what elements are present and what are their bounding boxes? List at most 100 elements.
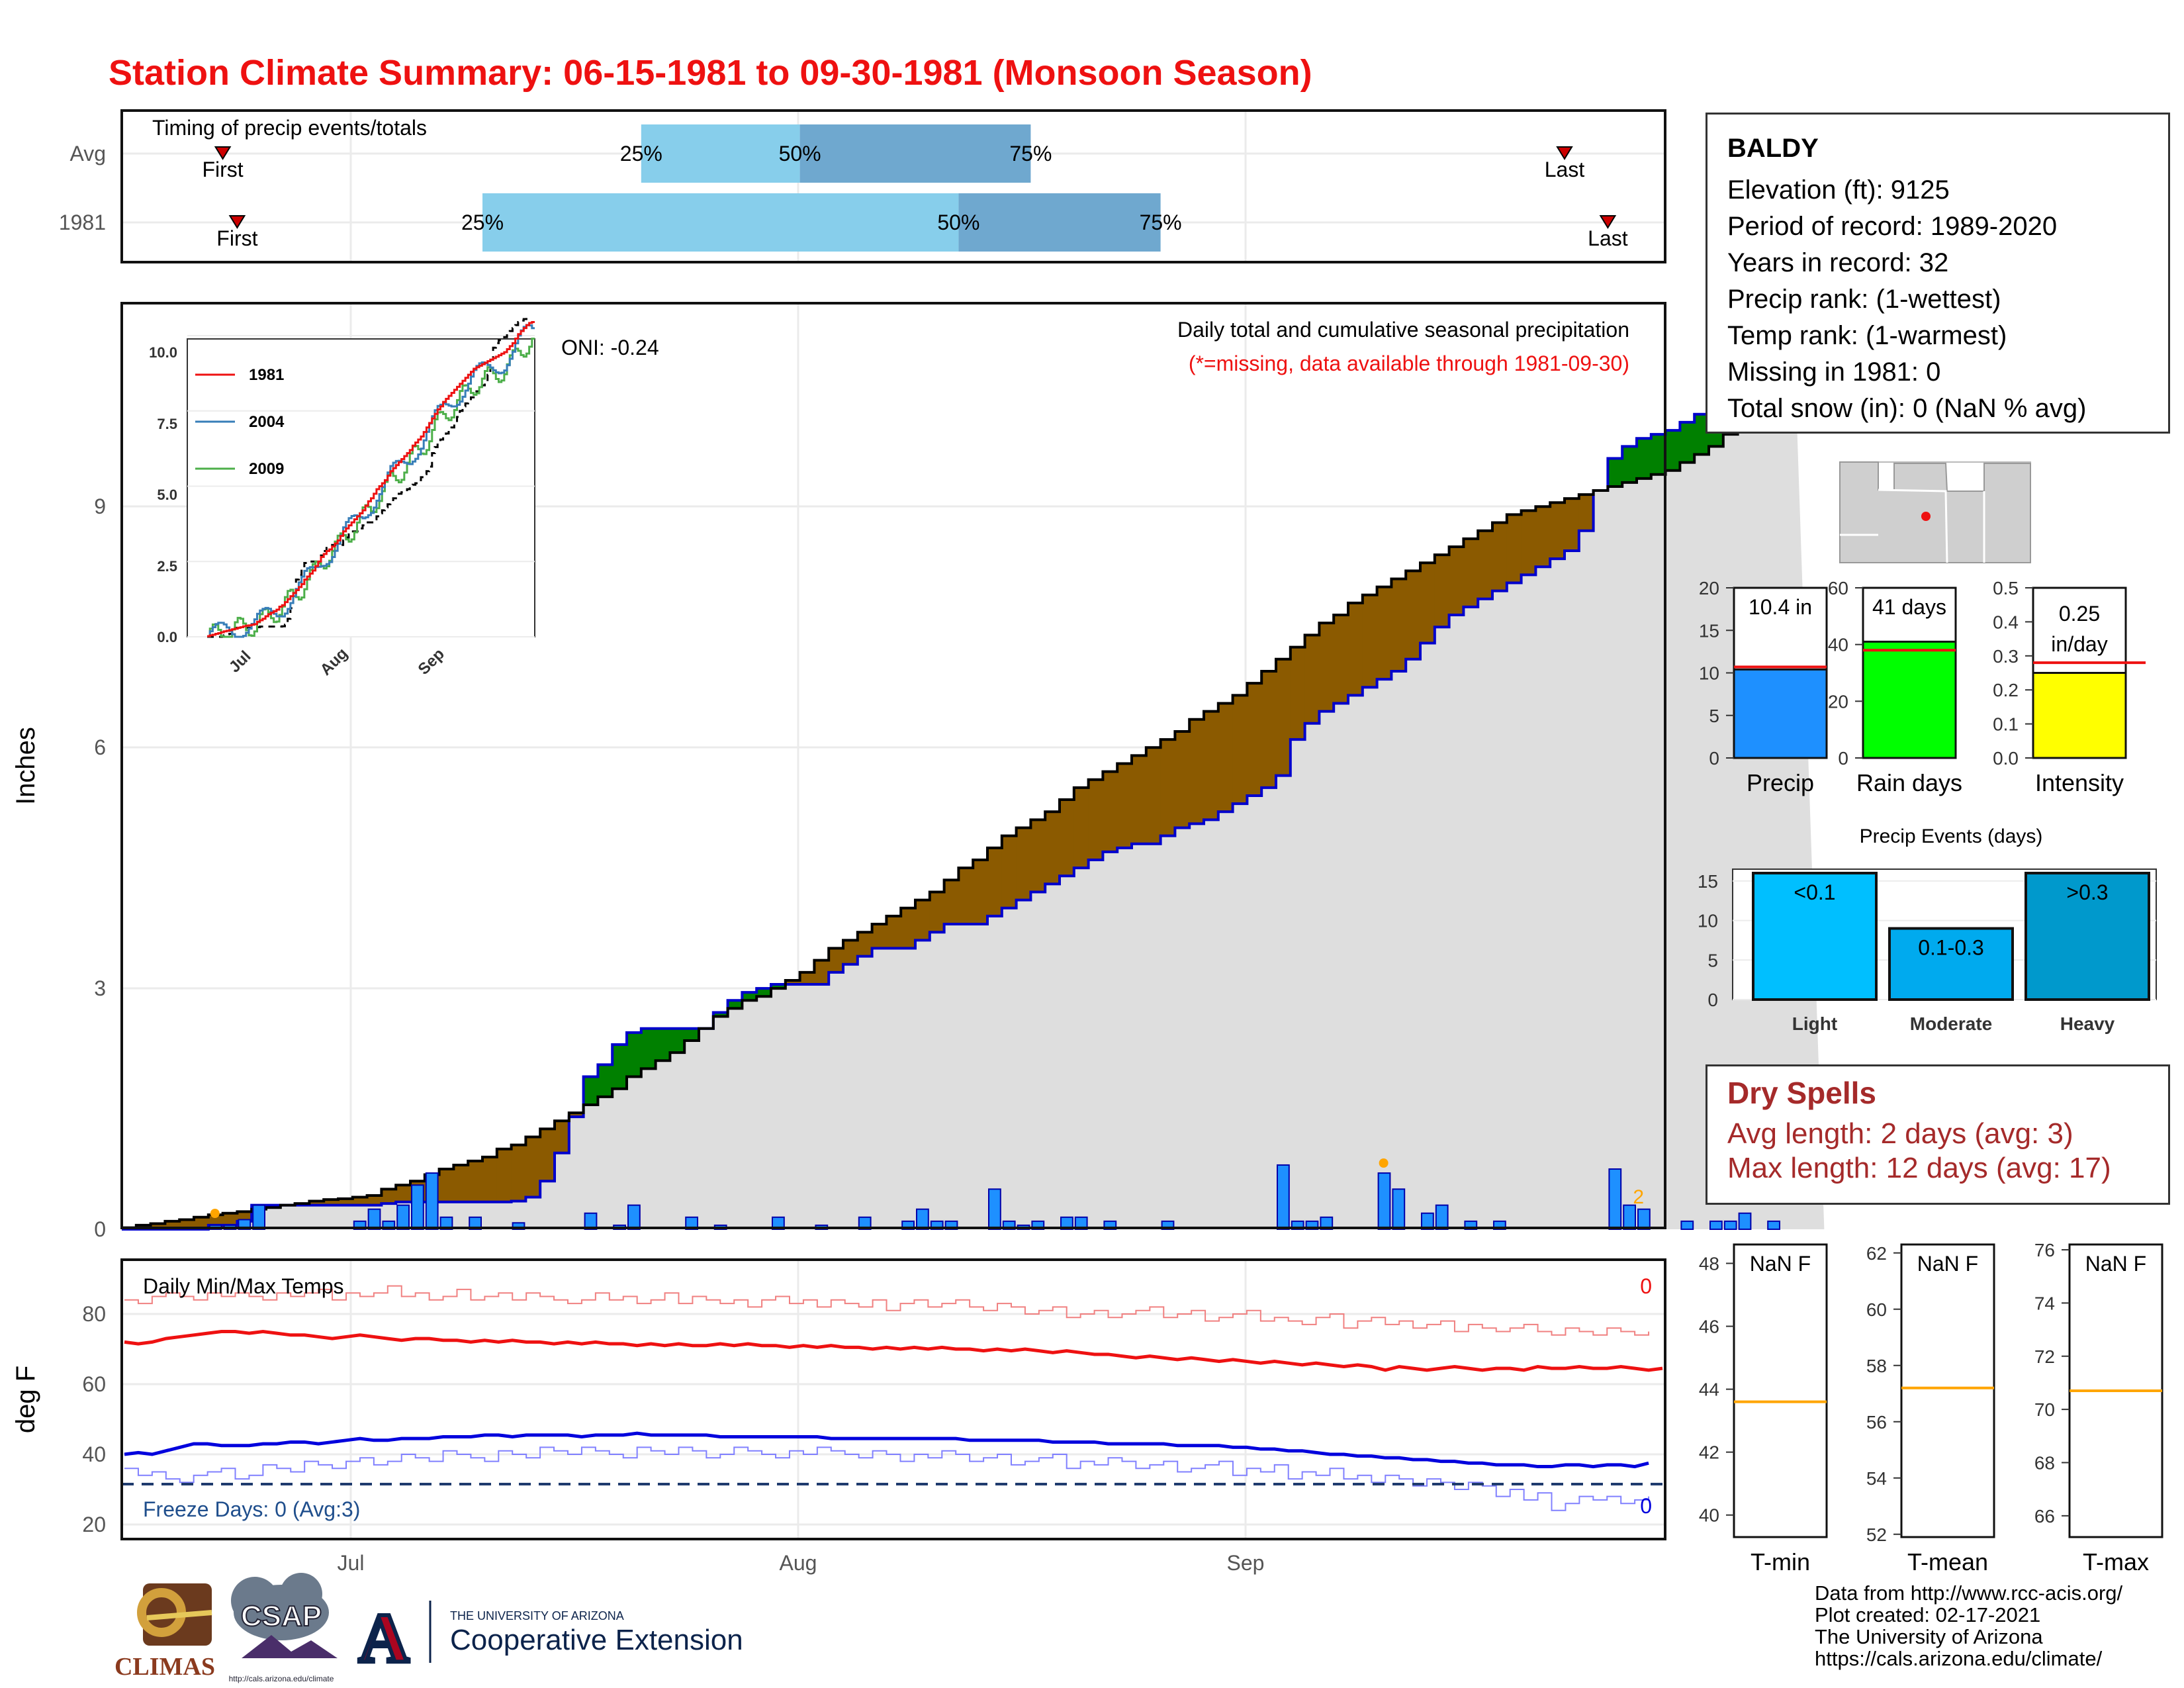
departure-segment [1478, 530, 1493, 599]
departure-segment [540, 1129, 555, 1182]
departure-segment [641, 1028, 657, 1069]
departure-segment [525, 1137, 541, 1197]
departure-segment [583, 1076, 598, 1105]
climas-wordmark: CLIMAS [114, 1653, 215, 1681]
xtick-jul: Jul [338, 1551, 365, 1575]
p75-label: 75% [1009, 142, 1052, 165]
station-info-box: BALDY Elevation (ft): 9125 Period of rec… [1706, 113, 2170, 434]
departure-segment [1060, 800, 1075, 876]
page-title: Station Climate Summary: 06-15-1981 to 0… [109, 53, 1312, 93]
station-period: Period of record: 1989-2020 [1727, 212, 2058, 241]
departure-segment [713, 1012, 729, 1017]
temp-box-tick: 68 [2034, 1452, 2055, 1473]
events-tick: 15 [1698, 871, 1718, 892]
departure-segment [482, 1156, 498, 1202]
inset-1981-line [207, 321, 535, 637]
summary-bar-unit: in/day [2051, 632, 2107, 656]
temp-box-tick: 58 [1866, 1356, 1887, 1376]
dry-spells-avg: Avg length: 2 days (avg: 3) [1727, 1117, 2073, 1150]
ua-block-a: A [359, 1599, 410, 1677]
temp-y-axis-title: deg F [11, 1366, 40, 1433]
missing-data-note: (*=missing, data available through 1981-… [1189, 352, 1629, 375]
logos: CLIMAS CSAP http://cals.arizona.edu/clim… [114, 1573, 743, 1683]
summary-bar-precip: 0 5 10 15 20 10.4 in Precip [1699, 578, 1828, 796]
departure-segment [1506, 514, 1522, 583]
daily-min-temp-line [124, 1446, 1650, 1511]
temp-box-value: NaN F [1750, 1252, 1811, 1276]
precip-ytick-0: 0 [94, 1217, 106, 1241]
temp-box-name: T-min [1751, 1548, 1810, 1575]
temp-box-t-max: 66 68 70 72 74 76 NaN F T-max [2034, 1240, 2163, 1575]
ua-name: THE UNIVERSITY OF ARIZONA [450, 1609, 624, 1622]
summary-bar-fill [1862, 640, 1957, 759]
departure-segment [1232, 695, 1248, 804]
daily-precip-bar [1709, 1220, 1723, 1230]
timing-row-avg-label: Avg [69, 142, 106, 165]
departure-segment [857, 932, 873, 957]
departure-segment [1334, 615, 1349, 704]
temp-box-tick: 62 [1866, 1243, 1887, 1264]
departure-segment [1362, 594, 1378, 688]
oni-value: ONI: -0.24 [561, 336, 659, 359]
summary-bar-name: Rain days [1856, 769, 1962, 796]
departure-segment [1637, 438, 1652, 479]
summary-bar-tick: 0.5 [1993, 578, 2019, 598]
events-bar-heavy [2025, 871, 2150, 1002]
daily-precip-bar [1738, 1212, 1752, 1230]
departure-segment [829, 948, 844, 972]
departure-segment [929, 892, 945, 933]
departure-segment [1103, 771, 1118, 852]
credit-data-source: Data from http://www.rcc-acis.org/ [1815, 1581, 2123, 1605]
summary-bar-fill [1733, 668, 1828, 759]
summary-bar-tick: 20 [1828, 691, 1848, 712]
departure-segment [1665, 430, 1680, 471]
station-snow: Total snow (in): 0 (NaN % avg) [1727, 394, 2087, 423]
daily-precip-bar [1377, 1172, 1391, 1230]
departure-segment [1001, 835, 1017, 908]
precip-panel: 0 3 6 9 Inches Daily total and cumulativ… [11, 302, 1825, 1241]
departure-segment [1319, 623, 1334, 712]
daily-precip-bar [1637, 1208, 1651, 1231]
missing-count: 2 [1633, 1186, 1644, 1208]
p25-label: 25% [620, 142, 662, 165]
summary-bar-tick: 20 [1699, 578, 1719, 598]
summary-bar-intensity: 0.0 0.1 0.2 0.3 0.4 0.5 0.25 in/day Intensity [1993, 578, 2146, 796]
timing-panel: 25% 50% 75% First Last 25% 50% 75% First Last Tim… [59, 109, 1666, 263]
min-temp-count: 0 [1640, 1494, 1652, 1518]
daily-precip-bar [1435, 1204, 1449, 1230]
average-cumulative-area [122, 378, 1825, 1229]
csap-wordmark: CSAP [241, 1600, 322, 1632]
daily-precip-bar [425, 1172, 439, 1230]
temp-ytick-20: 20 [82, 1513, 106, 1536]
dry-spells-max: Max length: 12 days (avg: 17) [1727, 1152, 2111, 1184]
missing-day-marker [1379, 1158, 1388, 1168]
inset-ytick-5: 5.0 [157, 487, 177, 503]
summary-bar-tick: 40 [1828, 635, 1848, 655]
precip-panel-title: Daily total and cumulative seasonal prec… [1177, 318, 1629, 342]
departure-segment [453, 1164, 469, 1202]
missing-day-marker [210, 1209, 220, 1218]
precip-events-chart: Precip Events (days) 0 5 10 15 <0.1 Light 0.1-… [1698, 825, 2157, 1034]
departure-segment [439, 1169, 454, 1202]
departure-segment [309, 1201, 324, 1205]
average-min-temp-line [124, 1431, 1649, 1469]
temp-box-tick: 54 [1866, 1468, 1887, 1489]
summary-bar-tick: 5 [1709, 706, 1719, 726]
summary-bar-tick: 0.4 [1993, 612, 2019, 632]
inset-ytick-2.5: 2.5 [157, 558, 177, 575]
departure-segment [1247, 683, 1262, 796]
departure-segment [670, 1028, 685, 1053]
summary-bar-name: Intensity [2035, 769, 2124, 796]
analog-years-inset: 10.0 7.5 5.0 2.5 0.0 Jul Aug Sep 1981 20… [149, 316, 535, 679]
departure-segment [1434, 555, 1450, 628]
xtick-sep: Sep [1227, 1551, 1265, 1575]
inset-2004-line [207, 324, 535, 638]
timing-row-year-label: 1981 [59, 211, 106, 234]
departure-segment [1160, 739, 1175, 836]
departure-segment [843, 940, 858, 964]
station-name: BALDY [1727, 134, 1819, 163]
daily-precip-bar [1608, 1168, 1622, 1231]
departure-segment [799, 972, 815, 985]
summary-bars: 0 5 10 15 20 10.4 in Precip 0 20 40 60 41 days Rain … [1699, 578, 2146, 796]
